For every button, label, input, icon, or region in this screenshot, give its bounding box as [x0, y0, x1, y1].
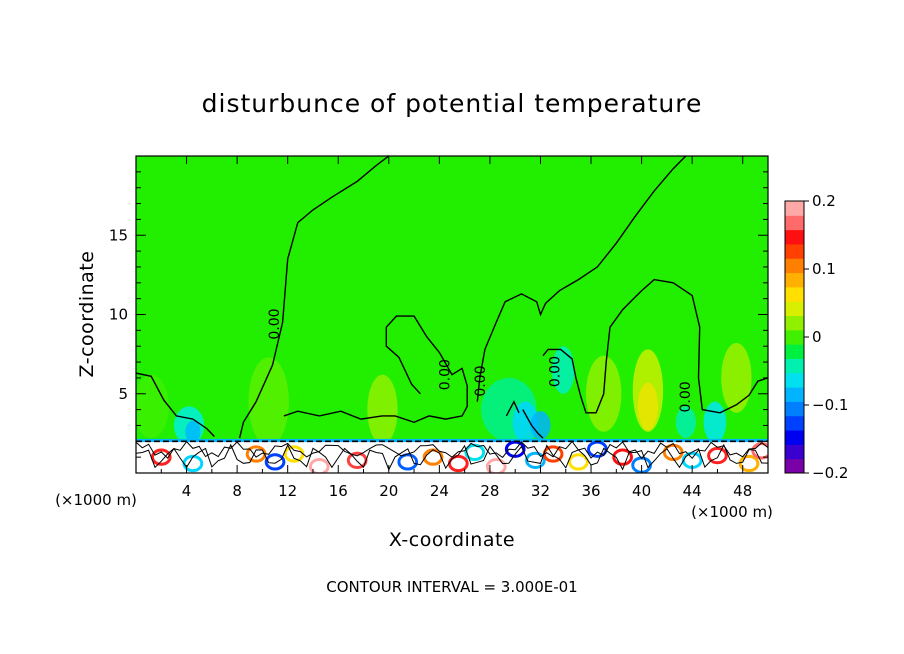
contour-label: 0.00 — [267, 308, 283, 339]
low-layer-blob — [264, 453, 286, 471]
low-layer-blob — [485, 458, 507, 473]
low-layer-contour — [136, 440, 768, 460]
low-layer-blob — [738, 454, 760, 473]
low-layer-contour — [136, 443, 768, 471]
colorbar-tick-label: −0.2 — [812, 464, 848, 482]
contour-label: 0.00 — [473, 366, 489, 397]
colorbar-tick-label: 0.2 — [812, 192, 836, 210]
low-layer-blob — [150, 448, 172, 466]
zero-contour — [505, 400, 520, 417]
x-tick-label: 32 — [531, 482, 550, 500]
field-patch — [530, 411, 551, 440]
zero-contour — [476, 156, 687, 402]
colorbar-swatch — [785, 358, 804, 374]
x-axis: 4 8 12 16 20 24 28 32 36 40 44 48 — [160, 156, 752, 500]
colorbar-swatch — [785, 372, 804, 388]
colorbar-swatch — [785, 229, 804, 245]
low-layer-blob — [612, 448, 633, 466]
y-axis-title: Z-coordinate — [76, 251, 98, 378]
colorbar-swatch — [785, 387, 804, 402]
colorbar-swatch — [785, 430, 804, 445]
low-layer-blob — [308, 458, 330, 473]
x-tick-label: 36 — [581, 482, 600, 500]
y-axis: 5 10 15 — [109, 171, 768, 458]
x-tick-label: 16 — [329, 482, 348, 500]
zero-contour — [522, 409, 544, 439]
zero-contour — [283, 315, 468, 424]
colorbar-tick-label: −0.1 — [812, 396, 848, 414]
low-layer-blob — [525, 451, 546, 469]
x-tick-label: 12 — [278, 482, 297, 500]
x-tick-label: 24 — [430, 482, 449, 500]
contour-interval-note: CONTOUR INTERVAL = 3.000E-01 — [326, 578, 577, 596]
contour-label: 0.00 — [548, 356, 564, 387]
colorbar-swatch — [785, 301, 804, 317]
colorbar-tick-label: 0 — [812, 328, 822, 346]
low-layer-blob — [568, 453, 589, 471]
colorbar-swatch — [785, 215, 804, 231]
field-patch — [248, 357, 289, 447]
zero-contour — [238, 156, 390, 439]
field-patch — [185, 420, 201, 443]
colorbar-swatch — [785, 444, 804, 460]
x-tick-label: 20 — [379, 482, 398, 500]
colorbar-swatch — [785, 344, 804, 359]
y-tick-label: 10 — [109, 306, 128, 324]
colorbar-swatch — [785, 272, 804, 288]
colorbar-swatch — [785, 258, 804, 274]
plot-area — [136, 156, 768, 473]
contour-label: 0.00 — [678, 381, 694, 412]
x-unit-label-left: (×1000 m) — [55, 491, 137, 509]
colorbar-swatch — [785, 243, 804, 259]
colorbar-swatch — [785, 329, 804, 345]
y-tick-label: 15 — [109, 226, 128, 244]
colorbar-swatch — [785, 458, 804, 474]
field-shading — [136, 343, 768, 473]
zero-contour — [136, 372, 215, 437]
colorbar-swatch — [785, 201, 804, 216]
field-patch — [721, 343, 752, 413]
field-patch — [637, 382, 659, 431]
x-tick-label: 40 — [632, 482, 651, 500]
x-tick-label: 8 — [232, 482, 242, 500]
low-layer-blob — [397, 453, 419, 471]
field-patch — [703, 401, 727, 443]
contour-labels: 0.00 0.00 0.00 0.00 0.00 — [267, 308, 694, 412]
x-unit-label-right: (×1000 m) — [691, 503, 773, 521]
field-patch — [551, 346, 575, 394]
colorbar-swatch — [785, 286, 804, 302]
colorbar-swatch — [785, 401, 804, 417]
contour-lines — [136, 156, 768, 439]
colorbar-swatch — [785, 315, 804, 331]
low-layer-blob — [751, 442, 768, 460]
x-tick-label: 44 — [683, 482, 702, 500]
colorbar: 0.2 0.1 0 −0.1 −0.2 — [784, 192, 848, 482]
field-patch — [136, 374, 169, 439]
chart-title: disturbunce of potential temperature — [202, 89, 703, 118]
x-tick-label: 4 — [182, 482, 192, 500]
colorbar-swatch — [785, 415, 804, 431]
x-tick-label: 28 — [480, 482, 499, 500]
zero-contour — [542, 278, 768, 414]
low-layer-blob — [447, 454, 469, 473]
field-patch — [367, 374, 398, 445]
colorbar-tick-label: 0.1 — [812, 260, 836, 278]
y-tick-label: 5 — [118, 385, 128, 403]
x-tick-label: 48 — [733, 482, 752, 500]
contour-label: 0.00 — [438, 359, 454, 390]
field-patch — [675, 406, 696, 439]
x-axis-title: X-coordinate — [389, 529, 515, 551]
low-layer-blob — [707, 446, 728, 465]
